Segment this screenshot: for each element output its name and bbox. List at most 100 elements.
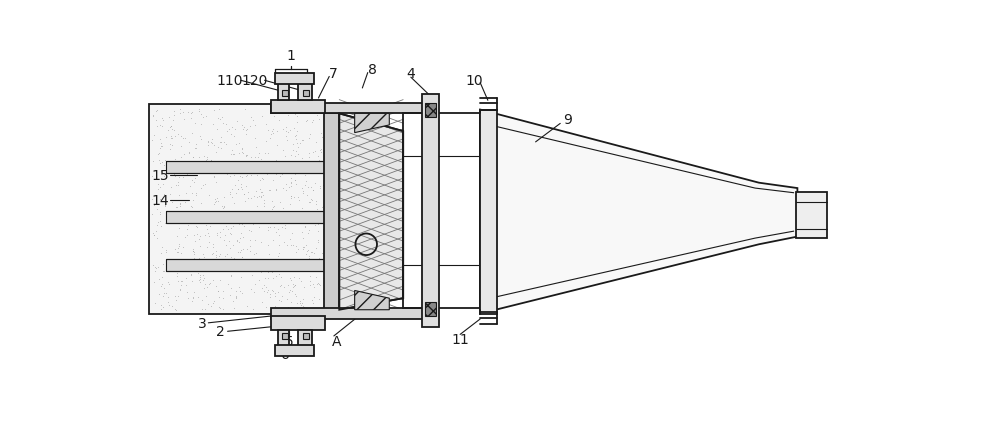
Point <box>297 166 313 173</box>
Point <box>222 292 238 299</box>
Point <box>165 165 181 172</box>
Point <box>275 205 291 212</box>
Point <box>201 193 217 199</box>
Point <box>168 182 184 189</box>
Text: 11: 11 <box>451 332 469 346</box>
Point <box>153 223 169 230</box>
Point <box>214 203 230 210</box>
Point <box>167 305 183 312</box>
Point <box>305 281 321 288</box>
Point <box>177 135 193 142</box>
Point <box>194 264 210 271</box>
Point <box>184 297 200 304</box>
Point <box>248 216 264 223</box>
Point <box>257 150 273 157</box>
Point <box>146 279 162 286</box>
Point <box>175 166 191 173</box>
Point <box>196 254 212 261</box>
Point <box>306 294 322 300</box>
Bar <box>324 114 339 310</box>
Point <box>283 195 299 202</box>
Point <box>174 278 190 285</box>
Point <box>282 109 298 116</box>
Point <box>288 249 304 256</box>
Point <box>166 108 182 115</box>
Point <box>197 280 213 287</box>
Point <box>285 284 301 291</box>
Point <box>282 201 298 208</box>
Point <box>287 111 303 118</box>
Point <box>302 278 318 285</box>
Point <box>235 234 251 241</box>
Point <box>169 249 185 256</box>
Point <box>172 106 188 113</box>
Point <box>164 199 180 206</box>
Point <box>180 109 196 116</box>
Point <box>196 170 212 176</box>
Point <box>267 303 283 310</box>
Point <box>295 190 311 197</box>
Point <box>172 161 188 168</box>
Point <box>232 170 248 176</box>
Point <box>315 182 331 189</box>
Point <box>195 277 211 284</box>
Point <box>226 264 242 271</box>
Point <box>258 165 274 172</box>
Point <box>199 265 215 271</box>
Point <box>253 239 269 246</box>
Point <box>271 117 287 124</box>
Point <box>230 187 246 193</box>
Point <box>310 280 326 287</box>
Point <box>230 177 246 184</box>
Point <box>232 173 248 180</box>
Point <box>295 244 311 250</box>
Point <box>302 282 318 289</box>
Point <box>287 178 303 184</box>
Point <box>209 232 225 239</box>
Point <box>283 242 299 249</box>
Point <box>216 204 232 210</box>
Point <box>286 218 302 225</box>
Point <box>201 163 217 170</box>
Polygon shape <box>339 114 403 310</box>
Point <box>217 211 233 218</box>
Point <box>228 293 244 299</box>
Point <box>191 108 207 115</box>
Point <box>310 153 326 160</box>
Point <box>280 282 296 289</box>
Bar <box>271 308 426 319</box>
Point <box>279 261 295 268</box>
Point <box>225 298 241 305</box>
Point <box>262 187 278 194</box>
Point <box>237 264 253 271</box>
Bar <box>282 333 288 339</box>
Point <box>282 275 298 282</box>
Point <box>293 301 309 308</box>
Point <box>297 225 313 231</box>
Text: 110: 110 <box>217 74 243 88</box>
Point <box>162 124 178 131</box>
Point <box>234 222 250 228</box>
Point <box>157 202 173 209</box>
Point <box>218 121 234 128</box>
Point <box>294 229 310 236</box>
Bar <box>149 105 328 314</box>
Point <box>156 285 172 291</box>
Point <box>247 257 263 264</box>
Point <box>314 134 330 141</box>
Point <box>145 158 161 165</box>
Point <box>247 281 263 288</box>
Point <box>314 220 330 227</box>
Bar <box>271 316 325 330</box>
Point <box>232 249 248 256</box>
Point <box>183 110 199 117</box>
Point <box>177 169 193 176</box>
Point <box>252 178 268 184</box>
Point <box>256 282 272 289</box>
Point <box>271 105 287 112</box>
Point <box>291 197 307 204</box>
Point <box>282 287 298 294</box>
Point <box>238 154 254 161</box>
Point <box>303 259 319 266</box>
Point <box>156 162 172 169</box>
